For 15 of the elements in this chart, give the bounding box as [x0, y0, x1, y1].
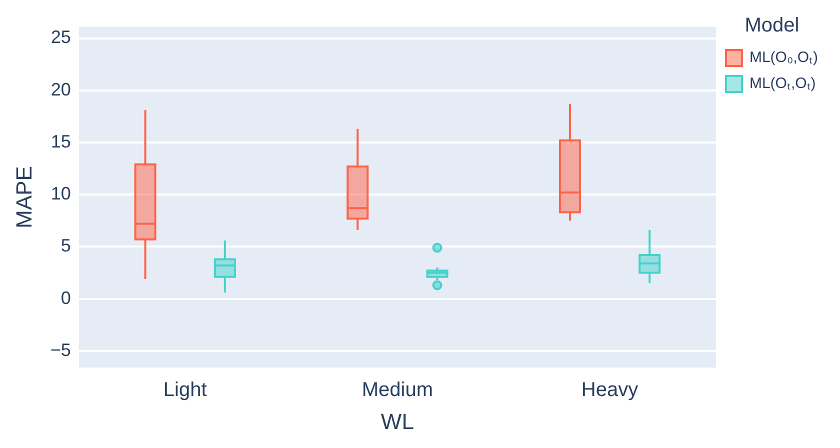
x-tick-label: Light [163, 379, 208, 402]
y-tick-label: 15 [50, 131, 71, 152]
y-tick-label: 25 [50, 27, 71, 48]
y-tick-label: 20 [50, 79, 71, 100]
y-tick-label: 10 [50, 184, 71, 204]
y-tick-label: −5 [50, 340, 71, 360]
legend-label: ML(Oₜ,Oₜ) [749, 75, 816, 92]
legend-label: ML(O₀,Oₜ) [749, 49, 818, 66]
x-tick-label: Medium [362, 379, 434, 402]
y-axis-title: MAPE [11, 166, 36, 228]
y-tick-label: 0 [60, 288, 71, 308]
y-tick-label: 5 [60, 236, 71, 256]
legend-title: Model [744, 14, 800, 37]
x-axis-title: WL [380, 408, 414, 434]
x-tick-label: Heavy [581, 379, 638, 402]
